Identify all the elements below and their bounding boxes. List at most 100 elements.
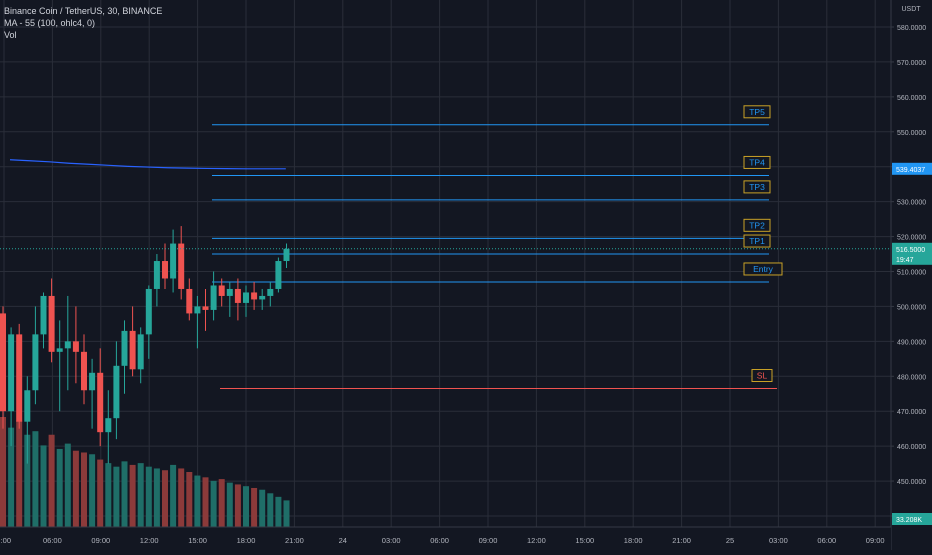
volume-bar [105,463,112,527]
candle-body[interactable] [129,330,136,370]
volume-bar [137,463,144,527]
candle-body[interactable] [186,288,193,314]
volume-bar [56,448,63,527]
level-label-tp1[interactable]: TP1 [749,236,765,246]
time-tick-label: 03:00 [769,536,788,545]
candle-body[interactable] [153,261,160,289]
candle-body[interactable] [145,288,152,335]
price-tick-label: 580.0000 [897,25,926,32]
candle-body[interactable] [56,348,63,352]
volume-bar [97,459,104,527]
candle-body[interactable] [8,334,15,412]
price-tick-label: 450.0000 [897,479,926,486]
volume-bar [16,420,23,527]
candle-body[interactable] [81,351,87,391]
ma-value-badge [892,162,932,175]
candle-body[interactable] [275,261,282,289]
candle-body[interactable] [178,243,185,289]
time-tick-label: 12:00 [527,536,546,545]
volume-bar [81,452,87,527]
time-tick-label: 06:00 [817,536,836,545]
price-axis[interactable]: USDT580.0000570.0000560.0000550.0000540.… [890,0,932,550]
level-badge-sl[interactable] [751,369,773,383]
volume-value-badge [892,513,932,525]
time-tick-label: 15:00 [188,536,207,545]
candle-body[interactable] [24,390,31,422]
candle-body[interactable] [16,334,23,422]
time-tick-label: 03:00 [382,536,401,545]
time-tick-label: 18:00 [237,536,256,545]
time-tick-label: 09:00 [866,536,885,545]
level-badge-entry[interactable] [743,262,783,276]
volume-bar [113,466,120,527]
candle-body[interactable] [194,306,201,314]
ma-value-label: 539.4037 [896,167,925,174]
volume-indicator-label[interactable]: Vol [4,30,17,40]
candle-body[interactable] [32,334,39,391]
price-tick-label: 500.0000 [897,304,926,311]
candlestick-series[interactable] [0,226,290,464]
symbol-title[interactable]: Binance Coin / TetherUS, 30, BINANCE [4,6,163,16]
time-tick-label: 21:00 [672,536,691,545]
candle-body[interactable] [89,372,96,391]
trade-level-lines[interactable]: TP5 TP4 TP3 TP2 TP1 Entry SL [212,105,783,390]
candle-body[interactable] [218,285,225,296]
candle-body[interactable] [113,365,120,419]
candle-body[interactable] [105,418,112,433]
candle-body[interactable] [64,341,71,349]
level-label-entry[interactable]: Entry [753,264,774,274]
level-badge-tp1[interactable] [743,234,771,248]
volume-bar [275,496,282,527]
level-label-tp2[interactable]: TP2 [749,220,765,230]
volume-bar [259,489,266,527]
candle-body[interactable] [283,248,290,262]
candle-body[interactable] [137,334,144,370]
candle-body[interactable] [121,330,128,366]
currency-label[interactable]: USDT [901,6,921,13]
time-tick-label: 15:00 [575,536,594,545]
time-axis[interactable]: :00 06:00 09:00 12:00 15:00 18:00 21:00 24 03:00… [0,526,891,550]
level-label-sl[interactable]: SL [757,371,768,381]
candle-body[interactable] [97,372,104,433]
candle-body[interactable] [226,288,233,296]
candle-body[interactable] [243,292,249,303]
candle-body[interactable] [48,295,55,352]
level-badge-tp4[interactable] [743,155,771,169]
last-price-label: 516.5000 [896,247,925,254]
volume-value-label: 33.208K [896,517,922,524]
time-tick-label: 09:00 [479,536,498,545]
volume-bar [153,468,160,527]
candle-body[interactable] [259,295,266,300]
moving-average-line [9,159,286,170]
level-badge-tp2[interactable] [743,218,771,232]
ma-indicator-label[interactable]: MA - 55 (100, ohlc4, 0) [4,18,96,28]
level-badge-tp5[interactable] [743,105,771,119]
candle-body[interactable] [170,243,177,279]
candle-body[interactable] [267,288,274,296]
volume-bar [72,450,79,527]
volume-bar [32,431,39,527]
level-label-tp3[interactable]: TP3 [749,182,765,192]
volume-bar [170,464,177,527]
volume-bar [243,486,249,527]
volume-bar [234,484,241,527]
candle-body[interactable] [210,285,217,310]
time-tick-label: 06:00 [43,536,62,545]
volume-bar [145,466,152,527]
candle-body[interactable] [0,313,6,412]
volume-bar [40,445,47,527]
level-badge-tp3[interactable] [743,180,771,194]
time-tick-label: 09:00 [91,536,110,545]
time-tick-label: 25 [726,536,734,545]
level-label-tp5[interactable]: TP5 [749,107,765,117]
candle-body[interactable] [72,341,79,352]
candle-body[interactable] [234,288,241,303]
level-label-tp4[interactable]: TP4 [749,157,765,167]
candle-body[interactable] [202,306,209,310]
candle-body[interactable] [162,261,168,279]
volume-bar [89,454,96,527]
candle-body[interactable] [40,295,47,335]
candle-body[interactable] [251,292,258,300]
